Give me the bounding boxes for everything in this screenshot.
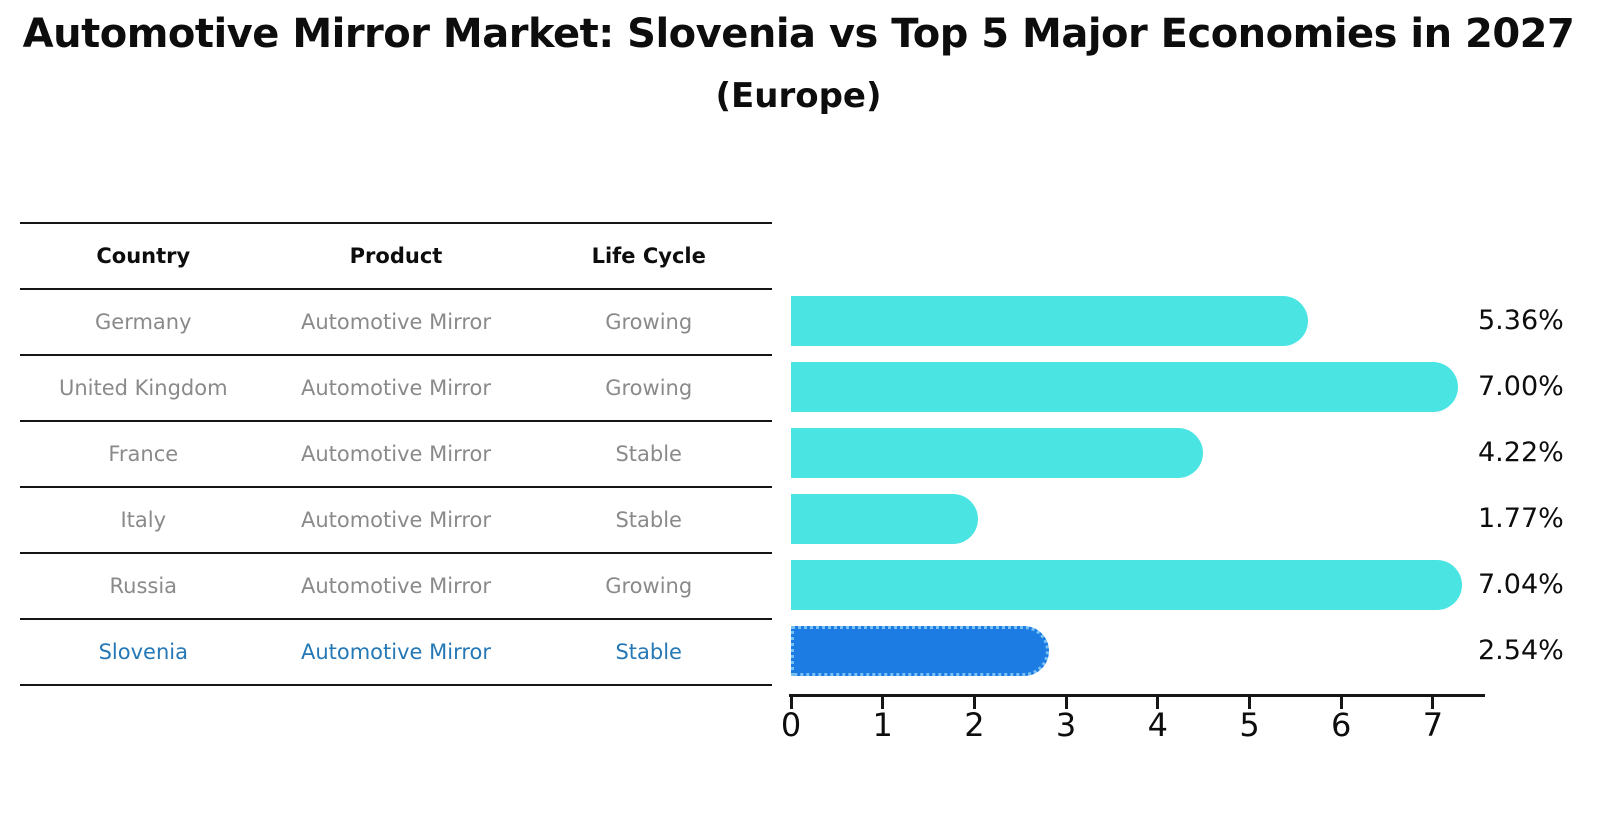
life-cycle-cell: Growing [605,376,693,400]
life-cycle-cell: Stable [615,508,682,532]
country-cell: France [108,442,179,466]
value-label-slovenia: 2.54% [1478,635,1564,666]
column-header-country: Country [96,244,191,268]
x-tick-2 [972,697,976,709]
bar-russia [791,560,1462,610]
life-cycle-cell: Growing [605,574,693,598]
country-cell: Germany [95,310,192,334]
x-tick-3 [1064,697,1068,709]
x-tick-0 [789,697,793,709]
x-tick-label-3: 3 [1055,706,1077,744]
table-row-germany: Germany Automotive Mirror Growing [20,288,772,354]
x-tick-6 [1339,697,1343,709]
column-header-life-cycle: Life Cycle [591,244,706,268]
product-cell: Automotive Mirror [300,310,491,334]
country-cell: Russia [109,574,178,598]
bar-germany [791,296,1308,346]
table-row-slovenia: Slovenia Automotive Mirror Stable [20,618,772,686]
product-cell: Automotive Mirror [300,640,491,664]
x-tick-label-6: 6 [1331,706,1352,744]
bar-united-kingdom [791,362,1458,412]
column-header-product: Product [349,244,443,268]
value-label-germany: 5.36% [1478,305,1564,336]
country-cell: Italy [120,508,167,532]
value-label-france: 4.22% [1478,437,1564,468]
bar-italy [791,494,978,544]
x-tick-label-4: 4 [1147,706,1168,744]
table-header-row: Country Product Life Cycle [20,222,772,288]
product-cell: Automotive Mirror [300,508,491,532]
value-label-russia: 7.04% [1478,569,1564,600]
table-row-united-kingdom: United Kingdom Automotive Mirror Growing [20,354,772,420]
bar-france [791,428,1203,478]
x-tick-label-5: 5 [1239,706,1260,744]
x-axis-line [789,694,1485,697]
chart-title: Automotive Mirror Market: Slovenia vs To… [22,11,1575,57]
product-cell: Automotive Mirror [300,376,491,400]
chart-subtitle: (Europe) [715,76,882,116]
x-tick-4 [1156,697,1160,709]
table-row-france: France Automotive Mirror Stable [20,420,772,486]
x-tick-label-1: 1 [872,706,893,744]
country-table: Country Product Life Cycle Germany Autom… [20,222,772,686]
country-cell: Slovenia [98,640,188,664]
x-tick-5 [1248,697,1251,709]
life-cycle-cell: Stable [615,640,682,664]
bar-slovenia [791,626,1049,676]
table-row-russia: Russia Automotive Mirror Growing [20,552,772,618]
value-label-italy: 1.77% [1478,503,1564,534]
x-tick-label-0: 0 [780,706,802,744]
x-tick-7 [1431,697,1435,709]
x-tick-1 [881,697,885,709]
product-cell: Automotive Mirror [300,574,491,598]
value-label-united-kingdom: 7.00% [1478,371,1564,402]
x-tick-label-2: 2 [964,706,985,744]
product-cell: Automotive Mirror [300,442,491,466]
table-row-italy: Italy Automotive Mirror Stable [20,486,772,552]
life-cycle-cell: Stable [615,442,682,466]
country-cell: United Kingdom [58,376,228,400]
x-tick-label-7: 7 [1422,706,1444,744]
life-cycle-cell: Growing [605,310,693,334]
